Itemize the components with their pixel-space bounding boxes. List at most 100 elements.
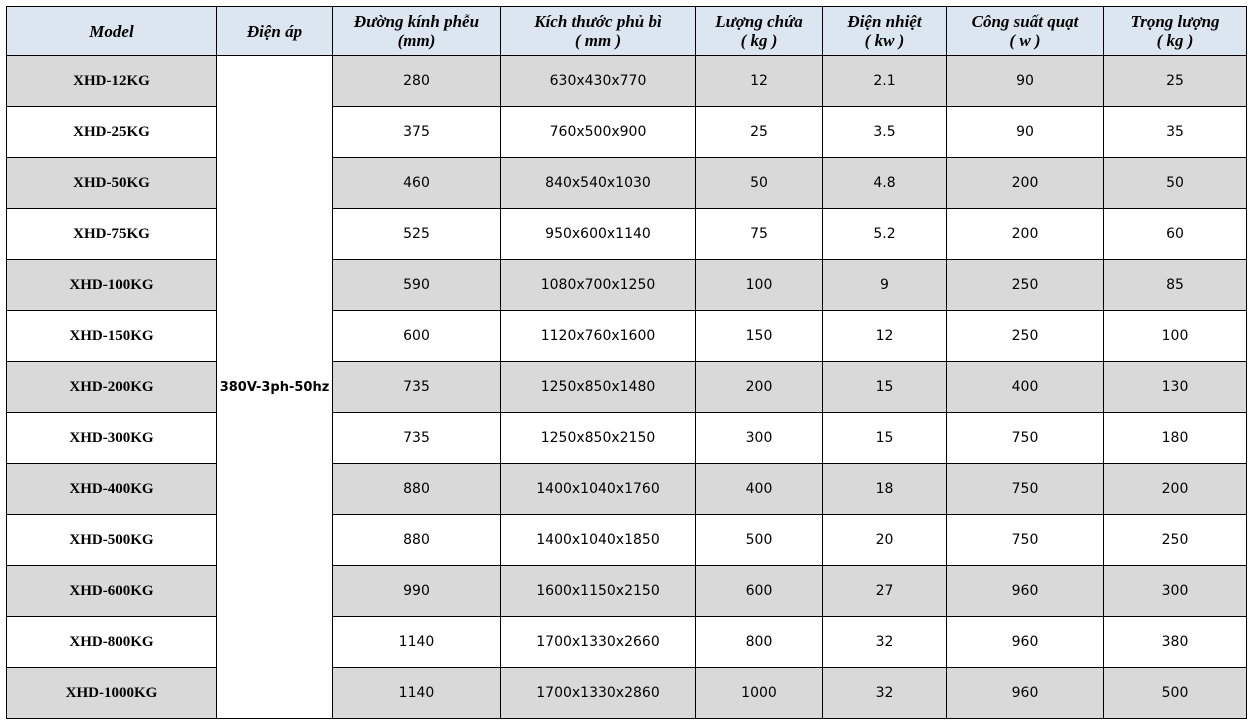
header-text: ( w ) <box>1009 31 1041 50</box>
cell: 1140 <box>332 616 501 668</box>
header-text: Model <box>89 21 134 41</box>
cell: 590 <box>332 259 501 311</box>
header-text: Công suất quạt <box>971 12 1079 31</box>
cell: 20 <box>822 514 947 566</box>
header-cell: Lượng chứa( kg ) <box>695 6 823 56</box>
data-row: XHD-600KG 990 1600x1150x2150 600 27 960 300 <box>6 565 1247 617</box>
cell: 600 <box>332 310 501 362</box>
cell: 12 <box>695 55 823 107</box>
header-text: ( kg ) <box>740 31 778 50</box>
cell: 1140 <box>332 667 501 719</box>
header-cell: Trọng lượng( kg ) <box>1103 6 1247 56</box>
cell: 1120x760x1600 <box>500 310 696 362</box>
cell: 2.1 <box>822 55 947 107</box>
cell: 400 <box>695 463 823 515</box>
cell: 1700x1330x2660 <box>500 616 696 668</box>
data-row: XHD-300KG 735 1250x850x2150 300 15 750 180 <box>6 412 1247 464</box>
model-cell: XHD-400KG <box>6 463 217 515</box>
model-cell: XHD-100KG <box>6 259 217 311</box>
model-cell: XHD-600KG <box>6 565 217 617</box>
header-cell: Công suất quạt( w ) <box>946 6 1104 56</box>
cell: 960 <box>946 616 1104 668</box>
model-cell: XHD-200KG <box>6 361 217 413</box>
cell: 250 <box>946 310 1104 362</box>
header-text: Trọng lượng <box>1130 12 1220 31</box>
cell: 15 <box>822 361 947 413</box>
data-row: XHD-800KG 1140 1700x1330x2660 800 32 960 380 <box>6 616 1247 668</box>
data-row: XHD-25KG 375 760x500x900 25 3.5 90 35 <box>6 106 1247 158</box>
cell: 1000 <box>695 667 823 719</box>
cell: 25 <box>695 106 823 158</box>
data-row: XHD-400KG 880 1400x1040x1760 400 18 750 200 <box>6 463 1247 515</box>
cell: 9 <box>822 259 947 311</box>
cell: 15 <box>822 412 947 464</box>
data-row: XHD-150KG 600 1120x760x1600 150 12 250 100 <box>6 310 1247 362</box>
cell: 630x430x770 <box>500 55 696 107</box>
data-row: XHD-50KG 460 840x540x1030 50 4.8 200 50 <box>6 157 1247 209</box>
cell: 600 <box>695 565 823 617</box>
cell: 4.8 <box>822 157 947 209</box>
cell: 3.5 <box>822 106 947 158</box>
cell: 100 <box>1103 310 1247 362</box>
cell: 1600x1150x2150 <box>500 565 696 617</box>
header-cell: Model <box>6 6 217 56</box>
cell: 35 <box>1103 106 1247 158</box>
cell: 1700x1330x2860 <box>500 667 696 719</box>
cell: 60 <box>1103 208 1247 260</box>
model-cell: XHD-1000KG <box>6 667 217 719</box>
spec-table: Model Điện áp Đường kính phễu (mm) Kích thướ… <box>6 6 1247 719</box>
cell: 800 <box>695 616 823 668</box>
cell: 500 <box>1103 667 1247 719</box>
header-row: Model Điện áp Đường kính phễu (mm) Kích thướ… <box>6 6 1247 56</box>
cell: 180 <box>1103 412 1247 464</box>
cell: 300 <box>695 412 823 464</box>
cell: 840x540x1030 <box>500 157 696 209</box>
header-text: ( kg ) <box>1156 31 1194 50</box>
model-cell: XHD-150KG <box>6 310 217 362</box>
cell: 400 <box>946 361 1104 413</box>
cell: 1400x1040x1850 <box>500 514 696 566</box>
cell: 250 <box>946 259 1104 311</box>
model-cell: XHD-25KG <box>6 106 217 158</box>
cell: 750 <box>946 514 1104 566</box>
cell: 5.2 <box>822 208 947 260</box>
cell: 90 <box>946 106 1104 158</box>
model-cell: XHD-50KG <box>6 157 217 209</box>
cell: 500 <box>695 514 823 566</box>
cell: 880 <box>332 463 501 515</box>
cell: 85 <box>1103 259 1247 311</box>
cell: 75 <box>695 208 823 260</box>
cell: 990 <box>332 565 501 617</box>
cell: 960 <box>946 667 1104 719</box>
cell: 300 <box>1103 565 1247 617</box>
cell: 950x600x1140 <box>500 208 696 260</box>
cell: 960 <box>946 565 1104 617</box>
cell: 50 <box>1103 157 1247 209</box>
header-text: (mm) <box>397 31 436 50</box>
data-row: XHD-12KG 380V-3ph-50hz 280 630x430x770 12 2.1… <box>6 55 1247 719</box>
data-row: XHD-75KG 525 950x600x1140 75 5.2 200 60 <box>6 208 1247 260</box>
cell: 1400x1040x1760 <box>500 463 696 515</box>
cell: 460 <box>332 157 501 209</box>
cell: 90 <box>946 55 1104 107</box>
cell: 18 <box>822 463 947 515</box>
cell: 200 <box>1103 463 1247 515</box>
header-text: Điện áp <box>246 21 303 41</box>
header-cell: Điện áp <box>216 6 333 56</box>
cell: 735 <box>332 361 501 413</box>
header-cell: Kích thước phủ bì( mm ) <box>500 6 696 56</box>
model-cell: XHD-300KG <box>6 412 217 464</box>
cell: 150 <box>695 310 823 362</box>
cell: 750 <box>946 463 1104 515</box>
cell: 200 <box>695 361 823 413</box>
cell: 130 <box>1103 361 1247 413</box>
cell: 880 <box>332 514 501 566</box>
cell: 760x500x900 <box>500 106 696 158</box>
cell: 750 <box>946 412 1104 464</box>
cell: 280 <box>332 55 501 107</box>
data-row: XHD-1000KG 1140 1700x1330x2860 1000 32 960 500 <box>6 667 1247 719</box>
voltage-cell: 380V-3ph-50hz <box>216 55 333 719</box>
cell: 200 <box>946 208 1104 260</box>
data-row: XHD-500KG 880 1400x1040x1850 500 20 750 250 <box>6 514 1247 566</box>
